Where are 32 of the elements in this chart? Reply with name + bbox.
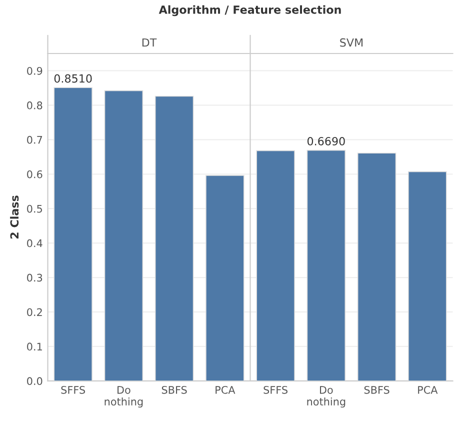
bar (256, 150, 295, 381)
data-label: 0.6690 (307, 137, 345, 146)
x-tick-label: SBFS (364, 386, 390, 394)
x-tick-label: SFFS (264, 386, 288, 394)
y-tick-label: 0.2 (27, 308, 42, 316)
y-tick-label: 0.5 (27, 204, 42, 213)
x-tick-label: SBFS (162, 386, 187, 394)
bar (357, 152, 396, 381)
data-label: 0.8510 (54, 74, 92, 83)
x-tick-label: Do nothing (104, 386, 143, 408)
bar (206, 175, 244, 381)
y-tick-label: 0.3 (27, 274, 42, 282)
y-tick-label: 0.6 (27, 170, 42, 178)
bar (54, 87, 92, 381)
chart-title: DT (142, 38, 157, 47)
y-axis-title: 2 Class (10, 196, 19, 238)
chart-title: SVM (340, 38, 363, 47)
y-tick-label: 0.0 (27, 377, 42, 386)
x-tick-label: Do nothing (307, 386, 346, 408)
text: Algorithm / Feature selection (158, 5, 341, 16)
x-tick-label: PCA (216, 386, 236, 394)
bar (408, 171, 447, 381)
bar (154, 96, 194, 381)
bar (104, 90, 144, 381)
y-tick-label: 0.7 (27, 136, 42, 144)
x-tick-label: PCA (418, 386, 438, 394)
y-tick-label: 0.8 (27, 101, 42, 110)
y-tick-label: 0.4 (27, 239, 42, 248)
y-tick-label: 0.9 (27, 66, 42, 75)
bar (306, 150, 346, 381)
x-tick-label: SFFS (61, 386, 86, 394)
y-tick-label: 0.1 (27, 342, 42, 351)
